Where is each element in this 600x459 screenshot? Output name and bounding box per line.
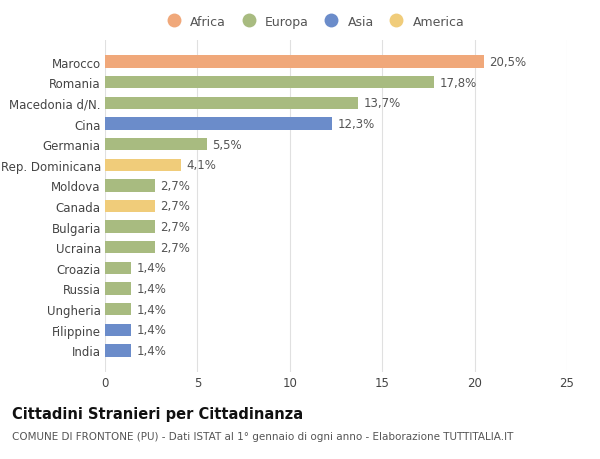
Text: 2,7%: 2,7% xyxy=(160,179,190,192)
Bar xyxy=(105,180,155,192)
Legend: Africa, Europa, Asia, America: Africa, Europa, Asia, America xyxy=(161,16,464,28)
Text: 20,5%: 20,5% xyxy=(490,56,527,69)
Text: Cittadini Stranieri per Cittadinanza: Cittadini Stranieri per Cittadinanza xyxy=(12,406,303,421)
Text: 17,8%: 17,8% xyxy=(439,77,477,90)
Bar xyxy=(105,283,131,295)
Bar xyxy=(105,324,131,336)
Text: 2,7%: 2,7% xyxy=(160,200,190,213)
Bar xyxy=(105,77,434,89)
Text: 12,3%: 12,3% xyxy=(338,118,375,131)
Text: 1,4%: 1,4% xyxy=(136,282,166,295)
Bar xyxy=(105,118,332,130)
Text: 1,4%: 1,4% xyxy=(136,324,166,336)
Text: 1,4%: 1,4% xyxy=(136,303,166,316)
Bar xyxy=(105,262,131,274)
Text: 2,7%: 2,7% xyxy=(160,221,190,234)
Bar xyxy=(105,221,155,233)
Text: 13,7%: 13,7% xyxy=(364,97,401,110)
Text: 4,1%: 4,1% xyxy=(187,159,216,172)
Text: 2,7%: 2,7% xyxy=(160,241,190,254)
Bar xyxy=(105,139,206,151)
Bar xyxy=(105,97,358,110)
Text: 5,5%: 5,5% xyxy=(212,138,242,151)
Bar xyxy=(105,344,131,357)
Bar xyxy=(105,201,155,213)
Bar xyxy=(105,303,131,316)
Bar xyxy=(105,241,155,254)
Text: 1,4%: 1,4% xyxy=(136,344,166,357)
Text: COMUNE DI FRONTONE (PU) - Dati ISTAT al 1° gennaio di ogni anno - Elaborazione T: COMUNE DI FRONTONE (PU) - Dati ISTAT al … xyxy=(12,431,514,442)
Text: 1,4%: 1,4% xyxy=(136,262,166,275)
Bar xyxy=(105,56,484,69)
Bar xyxy=(105,159,181,172)
